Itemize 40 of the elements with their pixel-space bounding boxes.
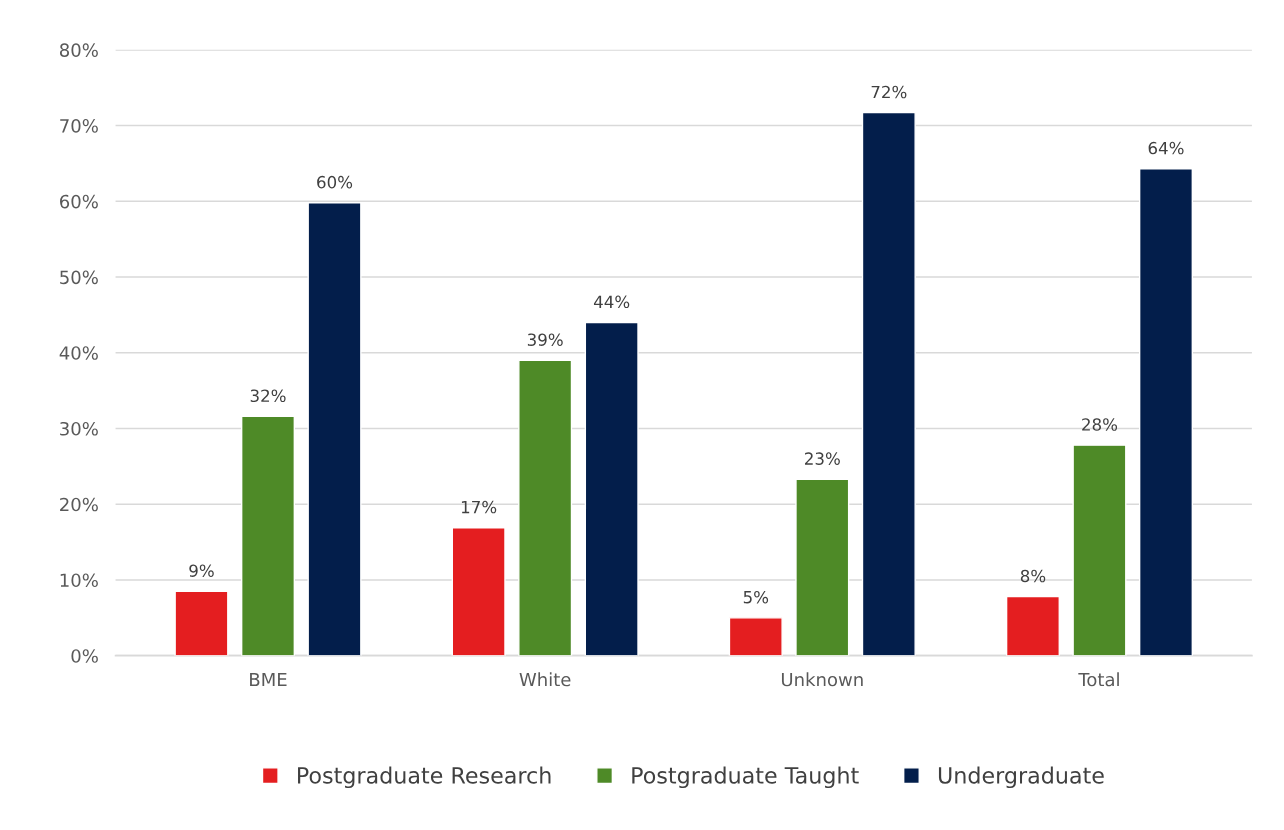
x-tick-label: White	[519, 672, 571, 687]
y-tick-label: 40%	[59, 346, 98, 360]
data-label: 9%	[189, 564, 214, 577]
bar	[174, 590, 229, 656]
y-tick-label: 0%	[71, 649, 98, 663]
y-tick-label: 50%	[60, 270, 98, 285]
y-tick-label: 60%	[60, 194, 98, 209]
y-tick-label: 10%	[60, 573, 98, 588]
data-label: 60%	[317, 175, 353, 189]
y-tick-label: 80%	[59, 43, 98, 57]
legend-label: Undergraduate	[938, 766, 1104, 789]
bar	[1138, 168, 1194, 656]
x-tick-label: Unknown	[781, 672, 863, 687]
data-label: 5%	[743, 590, 769, 604]
bar	[1005, 595, 1060, 656]
data-label: 32%	[250, 389, 286, 403]
bar	[518, 359, 573, 656]
data-label: 72%	[871, 85, 907, 99]
bar	[861, 111, 916, 656]
x-tick-label: Total	[1078, 672, 1119, 687]
legend-label: Postgraduate Taught	[632, 766, 859, 789]
bar	[795, 478, 850, 656]
y-tick-label: 30%	[60, 421, 98, 436]
bar	[307, 202, 362, 656]
y-tick-label: 20%	[60, 497, 98, 512]
bar	[584, 321, 639, 656]
data-label: 44%	[593, 295, 630, 309]
data-label: 28%	[1082, 418, 1118, 431]
bar	[728, 617, 783, 656]
x-tick-label: BME	[250, 672, 287, 687]
data-label: 39%	[527, 333, 563, 346]
legend-label: Postgraduate Research	[298, 766, 551, 789]
bar	[1072, 444, 1127, 656]
y-tick-label: 70%	[60, 119, 98, 133]
data-label: 64%	[1148, 141, 1184, 155]
bar	[451, 527, 506, 656]
bar	[240, 415, 296, 656]
data-label: 23%	[805, 452, 840, 465]
data-label: 17%	[461, 500, 497, 514]
data-label: 8%	[1020, 569, 1046, 583]
